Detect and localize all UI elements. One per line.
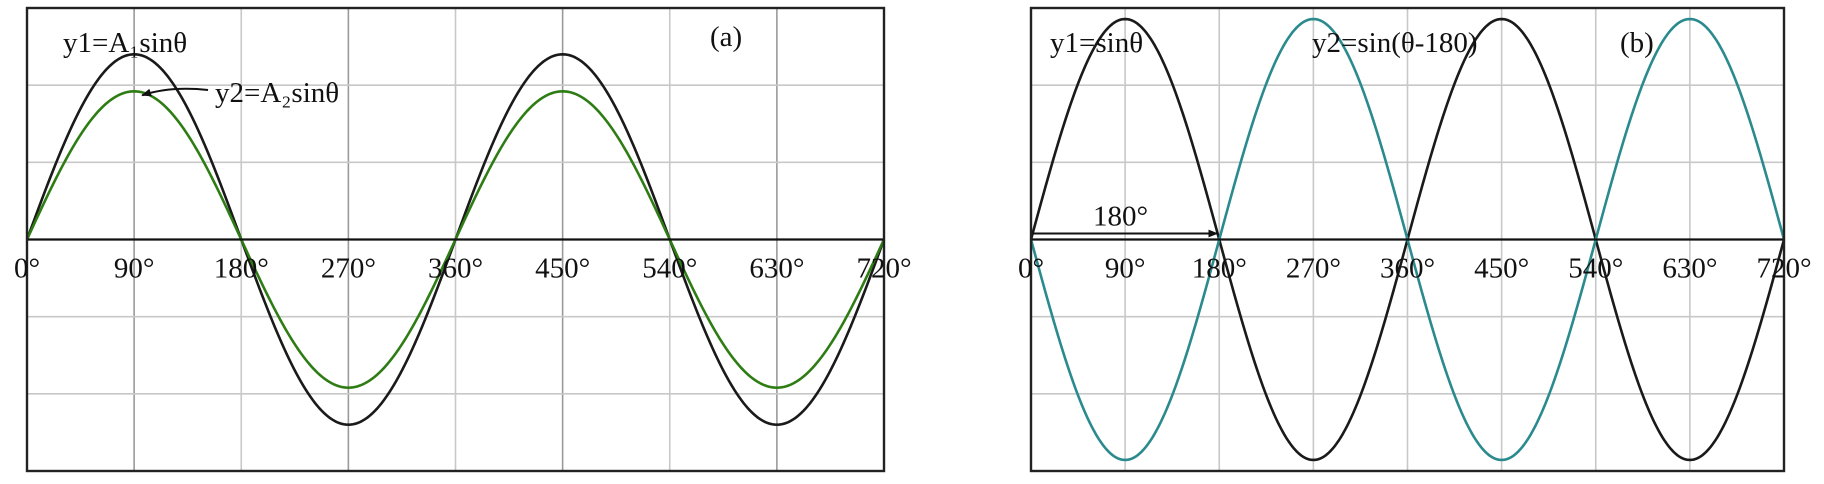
panel-a-x-tick-label: 0° [14, 253, 40, 285]
panel-b-label: (b) [1620, 27, 1654, 59]
panel-b-series-2-label: y2=sin(θ-180) [1312, 27, 1478, 59]
panel-a-series-2-pointer-arrow [141, 87, 209, 97]
panel-b-frame [1029, 6, 1786, 473]
panel-b-x-tick-label: 180° [1192, 253, 1247, 285]
panel-a-chart: 0° 90° 180° 270° 360° 450° 540° 630° 720° (a) y1… [14, 6, 912, 473]
panel-a-x-tick-label: 90° [114, 253, 155, 285]
panel-a-frame [25, 6, 886, 473]
panel-a-x-tick-label: 180° [214, 253, 269, 285]
panel-b-tick-labels: 0° 90° 180° 270° 360° 450° 540° 630° 720° [1018, 253, 1812, 285]
panel-b-x-tick-label: 540° [1568, 253, 1623, 285]
panel-b-x-tick-label: 630° [1662, 253, 1717, 285]
panel-b-x-tick-label: 90° [1105, 253, 1146, 285]
panel-b-chart: 0° 90° 180° 270° 360° 450° 540° 630° 720° (b) y1… [1018, 6, 1812, 473]
panel-a-series-2-label: y2=A₂sinθ [215, 77, 339, 109]
panel-a-x-tick-label: 450° [535, 253, 590, 285]
panel-a-x-tick-label: 270° [321, 253, 376, 285]
panel-b-x-tick-label: 450° [1474, 253, 1529, 285]
panel-a-x-tick-label: 720° [856, 253, 911, 285]
panel-b-series-1-label: y1=sinθ [1050, 27, 1143, 59]
panel-a-x-tick-label: 540° [642, 253, 697, 285]
panel-b-x-tick-label: 0° [1018, 253, 1044, 285]
panel-a-tick-labels: 0° 90° 180° 270° 360° 450° 540° 630° 720° [14, 253, 912, 285]
panel-b-x-tick-label: 360° [1380, 253, 1435, 285]
panel-b-x-tick-label: 720° [1756, 253, 1811, 285]
panel-a-label: (a) [710, 21, 742, 53]
panel-b-x-tick-label: 270° [1286, 253, 1341, 285]
panel-a-x-tick-label: 360° [428, 253, 483, 285]
panel-a-x-tick-label: 630° [749, 253, 804, 285]
panel-b-phase-shift-label: 180° [1093, 201, 1148, 233]
panel-a-series-1-label: y1=A₁sinθ [63, 27, 187, 59]
